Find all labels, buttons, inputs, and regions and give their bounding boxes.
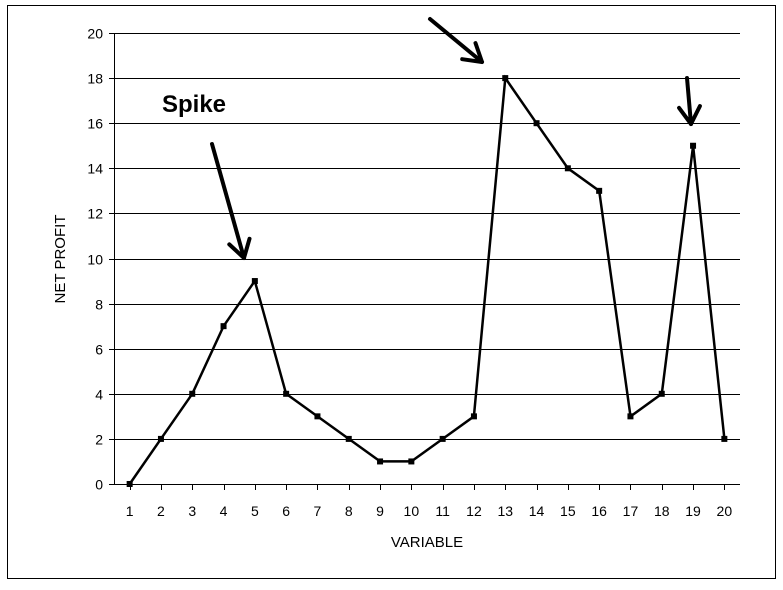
data-point-19 <box>690 142 697 149</box>
data-point-4 <box>220 323 227 330</box>
x-tick-label-14: 14 <box>529 503 545 519</box>
y-tick-label-0: 0 <box>95 477 103 493</box>
x-tick-label-7: 7 <box>314 503 322 519</box>
x-tick-label-11: 11 <box>435 503 450 519</box>
y-tick-label-8: 8 <box>95 297 103 313</box>
y-tick-label-2: 2 <box>95 432 103 448</box>
x-tick-label-3: 3 <box>188 503 196 519</box>
x-tick-label-4: 4 <box>220 503 228 519</box>
x-tick-label-17: 17 <box>623 503 639 519</box>
spike-arrow-5-shaft <box>210 142 246 260</box>
spike-arrow-13-shaft <box>428 17 484 64</box>
y-tick-label-6: 6 <box>95 342 103 358</box>
x-tick-label-20: 20 <box>717 503 733 519</box>
spike-arrow-5-head <box>227 236 252 260</box>
series-group <box>126 74 728 487</box>
x-tick-label-19: 19 <box>685 503 701 519</box>
x-tick-label-15: 15 <box>560 503 576 519</box>
chart-border <box>7 5 776 579</box>
x-tick-label-2: 2 <box>157 503 165 519</box>
x-axis-title: VARIABLE <box>391 534 463 551</box>
data-point-10 <box>408 458 415 465</box>
data-point-7 <box>314 413 321 420</box>
series-line-0 <box>128 74 726 485</box>
x-tick-label-6: 6 <box>282 503 290 519</box>
annotations <box>210 17 702 260</box>
data-point-1 <box>126 481 133 487</box>
y-tick-label-10: 10 <box>87 252 103 268</box>
y-tick-label-12: 12 <box>87 206 103 222</box>
spike-arrow-19-shaft <box>685 76 693 126</box>
spike-annotation-label: Spike <box>162 91 226 118</box>
data-point-11 <box>439 435 446 442</box>
data-point-15 <box>564 165 571 172</box>
y-tick-label-4: 4 <box>95 387 103 403</box>
data-point-17 <box>627 413 634 420</box>
data-point-3 <box>189 390 196 397</box>
x-tick-label-5: 5 <box>251 503 259 519</box>
y-axis-title: NET PROFIT <box>52 215 69 304</box>
x-tick-label-10: 10 <box>404 503 420 519</box>
x-tick-label-8: 8 <box>345 503 353 519</box>
x-tick-label-13: 13 <box>497 503 513 519</box>
x-tick-label-12: 12 <box>466 503 482 519</box>
spike-arrow-5 <box>210 142 252 260</box>
data-point-20 <box>721 435 728 442</box>
y-tick-label-20: 20 <box>87 26 103 42</box>
data-point-18 <box>658 390 665 397</box>
spike-arrow-19-head <box>677 104 702 126</box>
x-tick-label-1: 1 <box>126 503 134 519</box>
spike-arrow-13-head <box>460 41 484 64</box>
data-point-5 <box>251 278 258 285</box>
data-point-16 <box>596 187 603 194</box>
x-tick-label-18: 18 <box>654 503 670 519</box>
x-tick-label-9: 9 <box>376 503 384 519</box>
spike-arrow-13 <box>428 17 484 64</box>
x-tick-label-16: 16 <box>591 503 607 519</box>
spike-arrow-19 <box>677 76 702 126</box>
y-tick-label-14: 14 <box>87 161 103 177</box>
y-tick-label-18: 18 <box>87 71 103 87</box>
data-point-13 <box>502 75 509 82</box>
data-point-2 <box>157 435 164 442</box>
data-point-12 <box>470 413 477 420</box>
gridlines <box>114 33 740 485</box>
data-point-6 <box>283 390 290 397</box>
data-point-9 <box>377 458 384 465</box>
data-point-14 <box>533 120 540 127</box>
data-point-8 <box>345 435 352 442</box>
y-tick-label-16: 16 <box>87 116 103 132</box>
